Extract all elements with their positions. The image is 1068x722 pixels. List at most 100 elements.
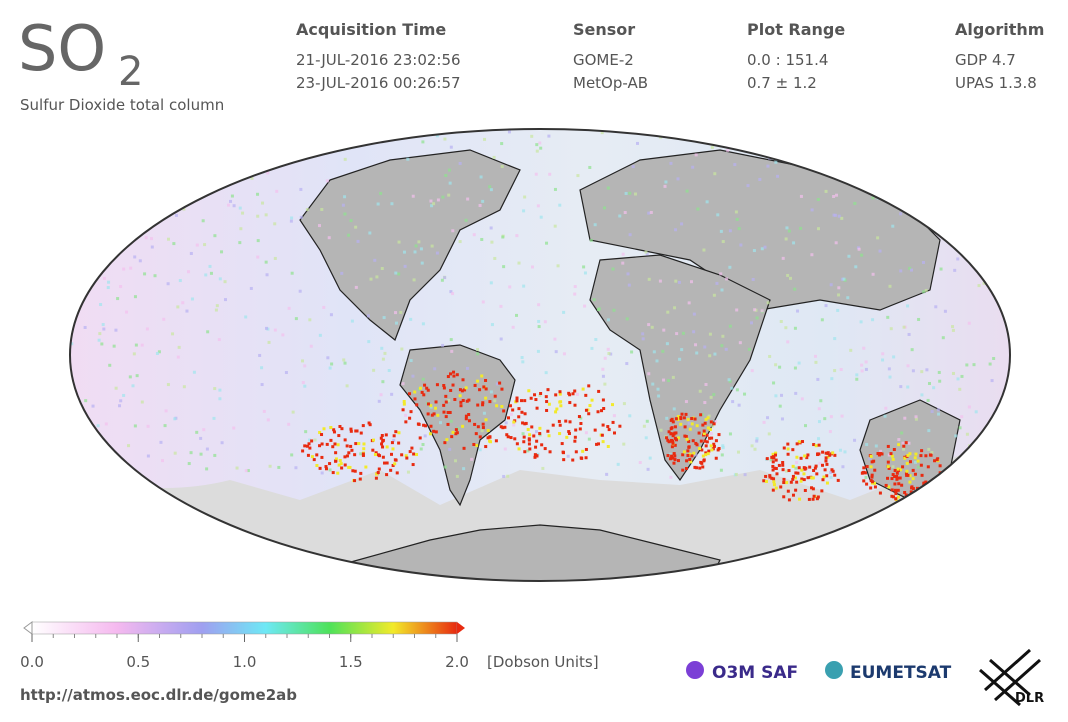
retrieval-pixel (836, 308, 840, 312)
retrieval-pixel-high (695, 466, 699, 470)
retrieval-pixel (860, 369, 864, 373)
retrieval-pixel-high (601, 423, 605, 427)
retrieval-pixel (73, 132, 77, 136)
retrieval-pixel-high (402, 399, 406, 403)
retrieval-pixel-high (666, 454, 670, 458)
retrieval-pixel-high (527, 437, 531, 441)
retrieval-pixel-high (689, 460, 693, 464)
retrieval-pixel (860, 253, 864, 257)
retrieval-pixel (369, 277, 373, 281)
retrieval-pixel (521, 432, 525, 436)
retrieval-pixel (954, 434, 958, 438)
retrieval-pixel-high (803, 454, 807, 458)
retrieval-pixel (666, 310, 670, 314)
retrieval-pixel (839, 368, 843, 372)
retrieval-pixel-high (709, 444, 713, 448)
retrieval-pixel (862, 346, 866, 350)
retrieval-pixel (817, 227, 821, 231)
retrieval-pixel-high (930, 482, 934, 486)
retrieval-pixel (582, 265, 586, 269)
retrieval-pixel (673, 306, 677, 310)
retrieval-pixel (900, 431, 904, 435)
retrieval-pixel-high (460, 389, 464, 393)
retrieval-pixel-high (672, 452, 676, 456)
retrieval-pixel-high (584, 408, 588, 412)
retrieval-pixel (133, 424, 137, 428)
retrieval-pixel-high (411, 463, 415, 467)
retrieval-pixel (951, 325, 955, 329)
retrieval-pixel (829, 415, 833, 419)
retrieval-pixel (891, 224, 895, 228)
retrieval-pixel (927, 381, 931, 385)
retrieval-pixel-high (602, 407, 606, 411)
retrieval-pixel-high (865, 482, 869, 486)
retrieval-pixel-high (693, 465, 697, 469)
retrieval-pixel (603, 206, 607, 210)
retrieval-pixel-high (913, 456, 917, 460)
retrieval-pixel-high (420, 390, 424, 394)
retrieval-pixel-high (347, 465, 351, 469)
retrieval-pixel (636, 141, 640, 145)
retrieval-pixel-high (611, 420, 615, 424)
retrieval-pixel-high (671, 420, 675, 424)
retrieval-pixel-high (467, 398, 471, 402)
retrieval-pixel-high (801, 440, 805, 444)
retrieval-pixel (182, 207, 186, 211)
retrieval-pixel (320, 207, 324, 211)
retrieval-pixel (458, 240, 462, 244)
retrieval-pixel-high (511, 408, 515, 412)
retrieval-pixel (972, 446, 976, 450)
retrieval-pixel (547, 134, 551, 138)
retrieval-pixel (871, 196, 875, 200)
colorbar (31, 621, 458, 635)
retrieval-pixel-high (354, 442, 358, 446)
column-line: GOME-2 (573, 51, 634, 69)
retrieval-pixel (872, 184, 876, 188)
retrieval-pixel (70, 302, 74, 306)
retrieval-pixel (730, 386, 734, 390)
retrieval-pixel-high (412, 452, 416, 456)
retrieval-pixel-high (361, 452, 365, 456)
retrieval-pixel (539, 146, 543, 150)
retrieval-pixel (735, 388, 739, 392)
retrieval-pixel (669, 161, 673, 165)
retrieval-pixel (969, 226, 973, 230)
retrieval-pixel (659, 428, 663, 432)
retrieval-pixel (881, 358, 885, 362)
retrieval-pixel (824, 189, 828, 193)
retrieval-pixel (294, 317, 298, 321)
retrieval-pixel (972, 363, 976, 367)
retrieval-pixel (871, 272, 875, 276)
retrieval-pixel (887, 453, 891, 457)
retrieval-pixel-high (408, 450, 412, 454)
retrieval-pixel (150, 245, 154, 249)
retrieval-pixel (881, 352, 885, 356)
retrieval-pixel (368, 231, 372, 235)
retrieval-pixel-high (806, 453, 810, 457)
retrieval-pixel-high (474, 432, 478, 436)
retrieval-pixel-high (771, 452, 775, 456)
retrieval-pixel-high (873, 485, 877, 489)
retrieval-pixel-high (814, 444, 818, 448)
retrieval-pixel (750, 444, 754, 448)
retrieval-pixel (698, 389, 702, 393)
retrieval-pixel (260, 366, 264, 370)
retrieval-pixel-high (534, 445, 538, 449)
retrieval-pixel-high (897, 443, 901, 447)
retrieval-pixel (920, 370, 924, 374)
retrieval-pixel-high (786, 442, 790, 446)
retrieval-pixel-high (409, 410, 413, 414)
retrieval-pixel (112, 344, 116, 348)
colorbar-max-arrow (457, 622, 465, 634)
retrieval-pixel (743, 473, 747, 477)
retrieval-pixel (951, 328, 955, 332)
retrieval-pixel (149, 133, 153, 137)
retrieval-pixel-high (506, 416, 510, 420)
retrieval-pixel (397, 240, 401, 244)
retrieval-pixel-high (554, 410, 558, 414)
retrieval-pixel (195, 243, 199, 247)
retrieval-pixel-high (707, 449, 711, 453)
retrieval-pixel-high (415, 403, 419, 407)
retrieval-pixel-high (384, 433, 388, 437)
retrieval-pixel-high (436, 413, 440, 417)
